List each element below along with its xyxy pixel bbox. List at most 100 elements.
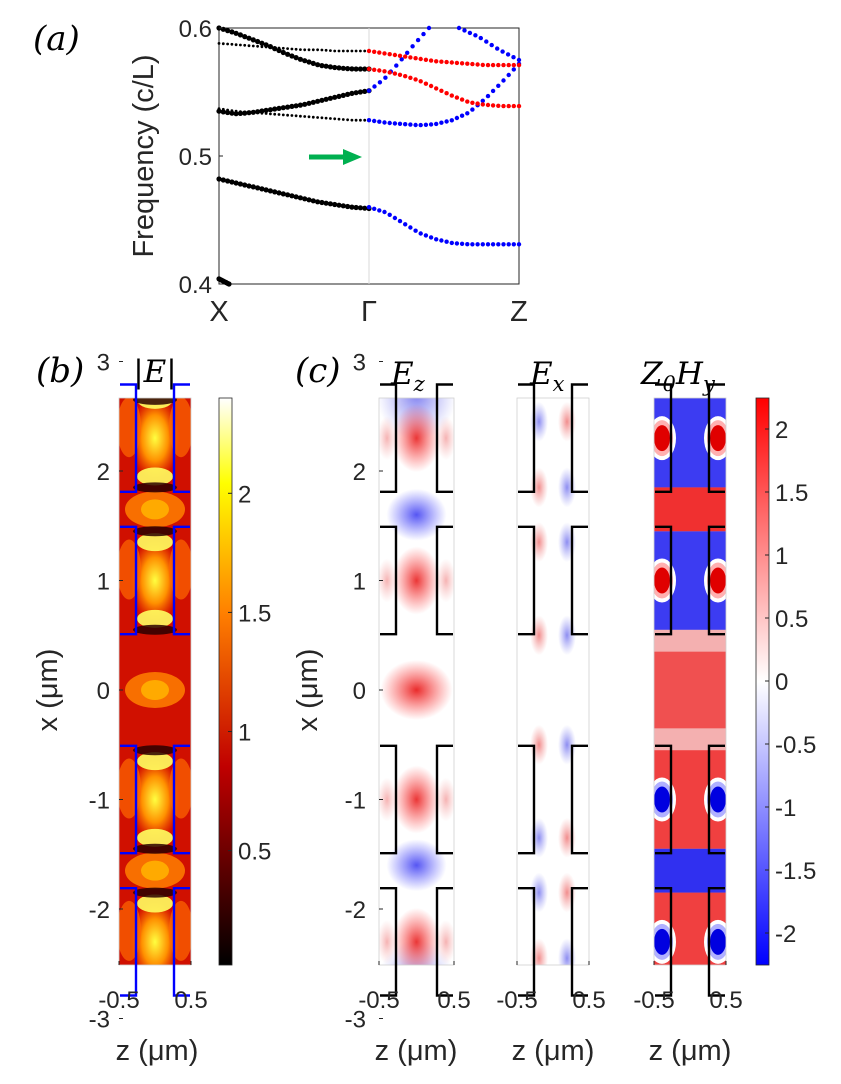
band-point: [366, 118, 372, 123]
band-point: [387, 70, 392, 75]
band-point: [341, 118, 345, 121]
band-point: [247, 110, 251, 114]
field-blue: [386, 839, 447, 892]
band-point: [413, 77, 418, 82]
band-point: [220, 109, 226, 115]
band-point: [403, 74, 408, 79]
field-blue: [530, 872, 548, 913]
band-point: [260, 111, 264, 115]
band-point: [234, 109, 238, 113]
band-point: [418, 231, 423, 236]
band-point: [465, 99, 470, 104]
band-point: [285, 104, 291, 110]
band-point: [276, 47, 282, 54]
band-point: [366, 205, 372, 210]
band-point: [264, 45, 268, 49]
band-point: [315, 199, 321, 205]
band-point: [255, 185, 261, 191]
band-point: [392, 215, 398, 221]
band-point: [490, 242, 496, 247]
band-point: [303, 48, 307, 52]
band-point: [297, 102, 303, 108]
band-point: [387, 52, 392, 57]
panel-label-c: (c): [295, 351, 341, 391]
band-ytick-label: 0.4: [179, 272, 212, 299]
pillar-outline: [655, 383, 673, 494]
band-point: [225, 109, 231, 116]
field-glow: [169, 758, 191, 819]
panel-label-b: (b): [36, 351, 84, 391]
band-point: [320, 116, 324, 120]
band-point: [353, 66, 359, 72]
abs-e-outlines: [120, 383, 190, 997]
field-red: [436, 558, 454, 603]
band-point: [397, 218, 403, 224]
pillar-outline: [380, 886, 398, 997]
band-point: [306, 197, 312, 203]
band-point: [382, 120, 387, 125]
band-ytick-label: 0.6: [179, 16, 212, 43]
ytick-label: -3: [345, 1007, 366, 1034]
xtick-label: 0.5: [709, 987, 742, 1014]
band-point: [392, 52, 398, 58]
band-point: [501, 78, 506, 83]
band-point: [397, 53, 403, 58]
field-glow: [169, 398, 191, 458]
band-point: [359, 118, 362, 122]
band-point: [372, 118, 377, 124]
band-point: [387, 120, 392, 126]
xtick-label: 0.5: [174, 987, 207, 1014]
band-point: [511, 103, 516, 109]
band-point: [243, 43, 247, 47]
band-point: [251, 111, 255, 114]
field-red: [654, 651, 726, 729]
band-point: [377, 50, 382, 55]
field-red: [392, 907, 441, 965]
band-point: [299, 114, 302, 118]
field-red: [558, 401, 576, 442]
pillar-outline: [518, 383, 536, 494]
band-point: [423, 57, 429, 62]
field-blue: [530, 817, 548, 858]
ytick-label: 3: [353, 350, 366, 377]
band-point: [320, 48, 324, 52]
field-node: [115, 1070, 195, 1084]
band-point: [439, 88, 444, 94]
band-point: [357, 205, 363, 211]
band-point: [239, 43, 242, 47]
band-point: [259, 108, 265, 114]
band-point: [363, 118, 367, 122]
ytick-label: 2: [97, 459, 110, 486]
field-glow: [131, 757, 179, 842]
band-point: [256, 44, 259, 48]
band-point: [293, 194, 299, 200]
band-point: [306, 59, 312, 65]
band-point: [327, 95, 333, 101]
field-red: [379, 919, 397, 964]
colorbar-tick-label: -1.5: [775, 858, 816, 885]
field-core: [654, 425, 670, 452]
band-point: [273, 46, 277, 49]
band-point: [289, 53, 295, 59]
band-point: [403, 54, 408, 59]
band-point: [449, 118, 454, 123]
field-red: [530, 467, 548, 508]
band-point: [449, 240, 454, 246]
band-point: [465, 242, 470, 247]
field-band: [654, 487, 726, 532]
band-point: [423, 122, 429, 128]
band-point: [454, 95, 460, 100]
colorbar-tick-label: 2: [238, 481, 251, 508]
band-point: [418, 56, 423, 62]
band-point: [475, 242, 480, 247]
title-abs-e: |E|: [133, 354, 177, 390]
pillar-outline: [518, 525, 536, 636]
field-glow: [119, 539, 141, 600]
band-point: [506, 242, 511, 247]
field-glow: [137, 609, 173, 628]
field-red: [379, 777, 397, 822]
ytick-label: -2: [89, 897, 110, 924]
band-point: [323, 200, 329, 206]
band-point: [511, 62, 516, 68]
band-point: [345, 66, 351, 72]
